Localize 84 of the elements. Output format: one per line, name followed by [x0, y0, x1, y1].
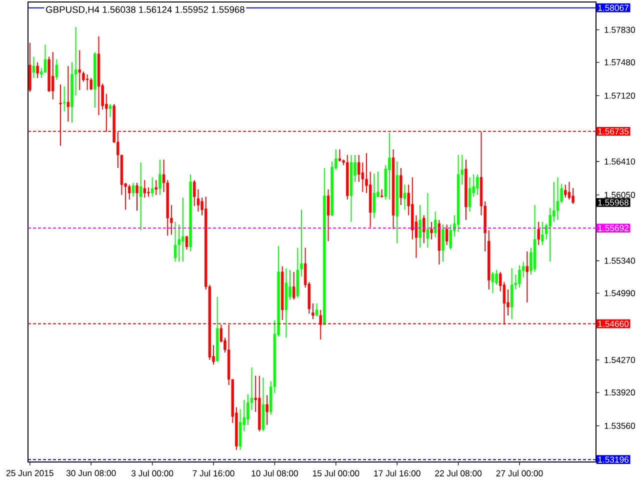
candlestick: [426, 192, 430, 248]
candlestick: [300, 209, 303, 278]
ref-line-label: 1.54660: [598, 320, 629, 327]
x-tick-label: 3 Jul 00:00: [131, 470, 174, 476]
candlestick: [434, 211, 437, 238]
y-tick-label: 1.53920: [604, 389, 636, 396]
candlestick: [128, 184, 131, 200]
x-tick-label: 25 Jun 2015: [6, 470, 54, 476]
candlestick: [132, 182, 135, 198]
candlestick: [82, 71, 85, 82]
candlestick: [388, 132, 391, 200]
candlestick: [66, 66, 70, 122]
candlestick: [32, 56, 36, 79]
candlestick: [154, 180, 158, 196]
candlestick: [495, 270, 498, 286]
candlestick: [556, 176, 560, 221]
candlestick: [510, 268, 514, 320]
chart-title: GBPUSD,H4 1.56038 1.56124 1.55952 1.55968: [46, 6, 244, 14]
y-tick-label: 1.54270: [604, 356, 636, 364]
text: 1.55968: [598, 200, 629, 206]
candlestick: [78, 50, 81, 91]
y-tick-label: 1.57830: [604, 26, 636, 33]
candlestick: [139, 162, 142, 231]
candlestick: [182, 197, 184, 262]
candlestick: [312, 302, 314, 320]
ref-line-label: 1.53196: [598, 456, 629, 463]
candlestick: [491, 271, 494, 294]
candlestick: [52, 52, 54, 100]
candlestick: [86, 74, 89, 91]
candlestick: [55, 59, 58, 80]
candlestick: [90, 78, 92, 91]
y-tick-label: 1.56410: [604, 158, 636, 165]
x-tick-label: 30 Jun 08:00: [66, 470, 116, 476]
candlestick: [449, 224, 452, 250]
candlestick: [468, 176, 472, 212]
candlestick: [403, 184, 406, 210]
candlestick: [537, 221, 540, 246]
candlestick: [518, 264, 521, 288]
candlestick: [315, 302, 318, 317]
y-tick-label: 1.57480: [604, 59, 636, 66]
x-tick-label: 15 Jul 00:00: [312, 470, 360, 476]
candlestick: [178, 224, 180, 262]
candlestick: [526, 251, 528, 304]
candlestick: [430, 221, 433, 240]
candlestick: [445, 224, 448, 246]
candlestick: [143, 180, 146, 198]
x-tick-label: 22 Jul 08:00: [435, 470, 482, 476]
candlestick: [266, 394, 268, 426]
candlestick: [174, 221, 177, 262]
candlestick: [326, 188, 330, 242]
x-tick-label: 10 Jul 08:00: [252, 470, 298, 476]
y-tick-label: 1.55340: [604, 258, 636, 264]
candlestick: [418, 204, 422, 248]
candlestick: [246, 394, 250, 426]
candlestick: [442, 224, 444, 262]
candlestick: [136, 182, 138, 212]
candlestick: [568, 181, 571, 200]
candlestick: [548, 207, 552, 262]
candlestick: [422, 214, 426, 244]
candlestick: [572, 188, 574, 205]
candlestick: [185, 235, 188, 250]
x-tick-label: 7 Jul 16:00: [192, 470, 234, 476]
candlestick: [36, 62, 39, 79]
y-tick-label: 1.53560: [604, 422, 636, 429]
candlestick: [158, 159, 162, 196]
candlestick: [292, 271, 296, 300]
x-tick-label: 27 Jul 00:00: [496, 470, 543, 476]
y-tick-label: 1.57120: [604, 92, 636, 99]
candlestick: [62, 86, 66, 112]
candlestick: [476, 174, 479, 196]
candlestick: [372, 173, 376, 219]
ref-line-label: 1.56735: [598, 128, 629, 135]
candlestick: [108, 104, 112, 118]
ref-line-label: 1.55692: [598, 225, 628, 232]
candlestick: [564, 184, 567, 198]
candlestick: [338, 149, 342, 162]
y-tick-label: 1.54990: [604, 290, 636, 296]
candlestick: [150, 176, 154, 198]
y-tick-label: 1.56050: [604, 192, 636, 198]
candlestick: [541, 221, 544, 246]
candlestick: [147, 187, 150, 198]
ref-line-label: 1.58067: [598, 4, 628, 11]
candlestick: [400, 168, 402, 206]
x-tick-label: 17 Jul 16:00: [374, 470, 420, 476]
